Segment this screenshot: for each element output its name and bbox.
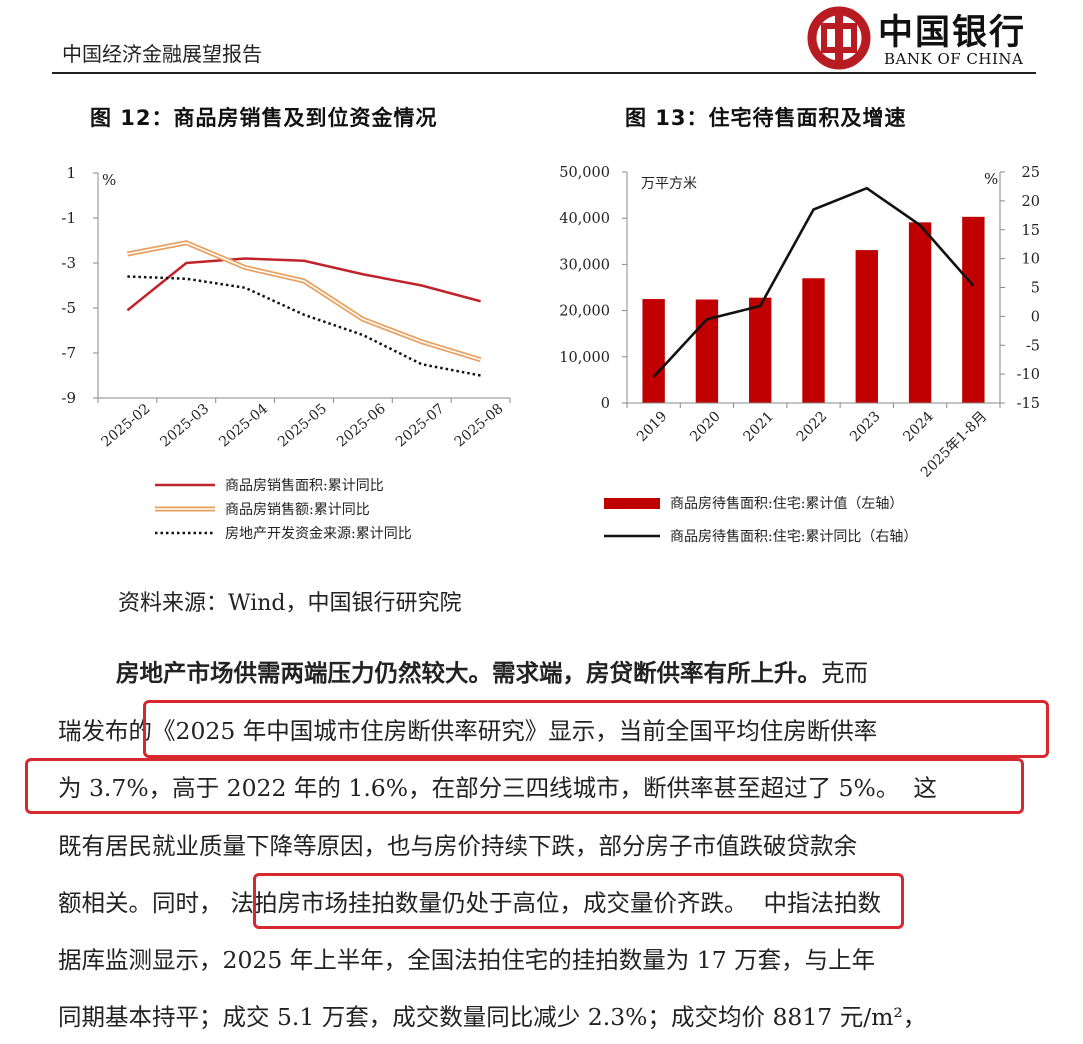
x-tick-label: 2022 [794,409,831,446]
legend-label: 房地产开发资金来源:累计同比 [225,526,412,542]
x-tick-label: 2025-05 [275,401,330,451]
legend-label: 商品房销售面积:累计同比 [225,478,384,494]
series-line-sales-area [126,257,481,312]
left-tick-label: 40,000 [559,211,610,227]
paragraph-line-1: 房地产市场供需两端压力仍然较大。需求端，房贷断供率有所上升。克而 [58,658,1053,688]
logo-chinese-text: 中国银行 [878,12,1027,53]
legend-label: 商品房待售面积:住宅:累计同比（右轴） [670,529,917,545]
paragraph-line-6: 据库监测显示，2025 年上半年，全国法拍住宅的挂拍数量为 17 万套，与上年 [58,946,876,974]
paragraph-text: 为 3.7%，高于 2022 年的 1.6%，在部分三四线城市，断供率甚至超过了… [58,774,900,802]
y-tick-label: -7 [61,344,76,362]
figure-13-chart: 0 10,000 20,000 30,000 40,000 50,000 -15 -10 -5 0… [559,165,1040,545]
x-tick-label: 2025-02 [99,401,154,451]
logo-english-text: BANK OF CHINA [884,50,1024,68]
bank-logo-icon [807,6,871,70]
right-tick-label: 10 [1022,252,1040,268]
right-tick-label: 25 [1022,165,1040,181]
figure-12-title: 图 12：商品房销售及到位资金情况 [90,106,438,130]
paragraph-line-5: 额相关。同时， 法拍房市场挂拍数量仍处于高位，成交量价齐跌。 中指法拍数 [58,888,1053,918]
paragraph-text: 瑞发布的 [58,717,152,745]
paragraph-line-4: 既有居民就业质量下降等原因，也与房价持续下跌，部分房子市值跌破贷款余 [58,832,857,860]
x-tick-label: 2024 [900,408,937,445]
x-tick-label: 2023 [847,409,884,446]
left-tick-label: 50,000 [559,165,610,181]
paragraph-text: 克而 [821,659,868,687]
right-tick-label: 20 [1022,194,1040,210]
y-tick-label: -5 [61,299,76,317]
report-title: 中国经济金融展望报告 [62,42,262,66]
right-unit-label: % [984,170,998,188]
paragraph-text: 这 [913,774,937,802]
x-tick-label: 2025-03 [157,401,212,451]
paragraph-text: 额相关。同时， [58,889,223,917]
left-tick-label: 20,000 [559,304,610,320]
paragraph-lead-bold: 房地产市场供需两端压力仍然较大。需求端，房贷断供率有所上升。 [116,659,821,687]
figure-13-title: 图 13：住宅待售面积及增速 [625,106,907,130]
source-note: 资料来源：Wind，中国银行研究院 [118,591,462,616]
y-tick-label: 1 [66,164,76,182]
x-tick-label: 2025-04 [216,401,271,451]
bar-inventory-area [855,250,878,403]
x-tick-label: 2020 [687,409,724,446]
right-tick-label: -5 [1026,338,1040,354]
x-tick-label: 2025-08 [452,401,507,451]
right-tick-label: 15 [1022,223,1040,239]
highlight-box-auction [253,873,904,929]
x-tick-label: 2019 [634,409,671,446]
bar-inventory-area [908,222,932,403]
left-tick-label: 30,000 [559,257,610,273]
highlight-box-default-rate [25,758,1024,814]
y-tick-label: -9 [61,389,76,407]
paragraph-line-2: 瑞发布的《2025 年中国城市住房断供率研究》显示，当前全国平均住房断供率 [58,716,1053,746]
x-tick-label: 2025-07 [393,401,448,451]
figure-12-chart: 1 -1 -3 -5 -7 -9% 2025-02 2025-03 2025-04 2025-05… [61,164,511,542]
bar-inventory-area [962,216,985,403]
x-tick-label: 2021 [741,409,778,446]
bar-inventory-area [642,299,665,403]
right-tick-label: -15 [1017,396,1040,412]
paragraph-text: 法拍房市场挂拍数量仍处于高位，成交量价齐跌。 [230,889,748,917]
legend-swatch-bar [604,498,660,509]
y-tick-label: -3 [61,254,76,272]
bar-inventory-area [749,297,772,403]
right-tick-label: 0 [1031,309,1040,325]
x-tick-label: 2025-06 [334,401,389,451]
left-tick-label: 0 [601,396,610,412]
legend-label: 商品房待售面积:住宅:累计值（左轴） [670,496,903,512]
left-tick-label: 10,000 [559,350,610,366]
series-line-funding-source [127,275,481,377]
paragraph-line-7: 同期基本持平；成交 5.1 万套，成交数量同比减少 2.3%；成交均价 8817… [58,1003,927,1031]
paragraph-line-3: 为 3.7%，高于 2022 年的 1.6%，在部分三四线城市，断供率甚至超过了… [58,773,1053,803]
right-tick-label: -10 [1017,367,1040,383]
paragraph-text: 中指法拍数 [763,889,882,917]
legend-label: 商品房销售额:累计同比 [225,502,370,518]
right-tick-label: 5 [1031,281,1040,297]
y-tick-label: -1 [61,209,76,227]
y-unit-label: % [102,171,116,189]
paragraph-text: 《2025 年中国城市住房断供率研究》显示，当前全国平均住房断供率 [152,717,878,745]
highlight-box-report [143,700,1049,758]
left-unit-label: 万平方米 [641,176,697,192]
bar-inventory-area [695,299,719,403]
bar-inventory-area [802,278,825,403]
header-rule [52,72,1036,74]
